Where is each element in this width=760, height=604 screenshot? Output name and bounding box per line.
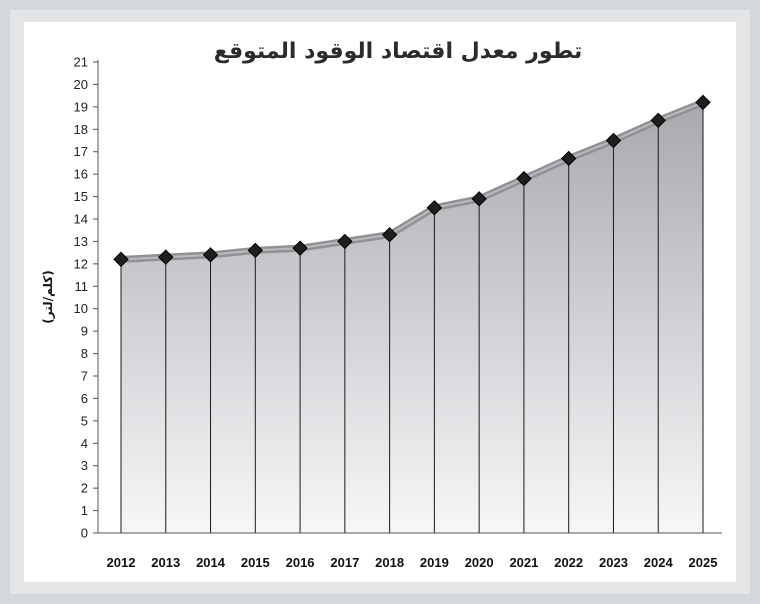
data-point-marker (471, 191, 487, 207)
x-tick-label: 2019 (420, 555, 449, 570)
y-tick-label: 5 (81, 413, 88, 428)
y-tick-label: 7 (81, 369, 88, 384)
y-tick-label: 15 (74, 189, 88, 204)
chart-title: تطور معدل اقتصاد الوقود المتوقع (214, 39, 583, 64)
y-tick-label: 11 (75, 279, 89, 294)
x-tick-label: 2016 (286, 555, 315, 570)
y-axis-label: (كلم/لتر) (41, 270, 55, 324)
data-point-marker (560, 150, 577, 167)
y-tick-label: 0 (81, 526, 88, 541)
x-tick-label: 2012 (107, 555, 136, 570)
y-tick-label: 1 (81, 503, 88, 518)
y-tick-label: 3 (81, 458, 88, 473)
y-tick-label: 20 (74, 77, 88, 92)
x-tick-label: 2020 (465, 555, 494, 570)
x-tick-label: 2013 (151, 555, 180, 570)
x-tick-label: 2021 (509, 555, 538, 570)
x-tick-label: 2014 (196, 555, 226, 570)
data-point-marker (650, 112, 666, 129)
y-tick-label: 19 (74, 99, 88, 114)
area-fill (121, 102, 703, 533)
x-tick-label: 2015 (241, 555, 270, 570)
y-tick-label: 9 (81, 324, 88, 339)
y-tick-label: 14 (74, 212, 88, 227)
x-tick-label: 2025 (689, 555, 718, 570)
y-tick-label: 10 (74, 301, 88, 316)
data-point-marker (605, 132, 622, 149)
y-tick-label: 12 (74, 256, 88, 271)
data-point-marker (695, 94, 711, 111)
data-point-marker (158, 249, 174, 265)
x-tick-label: 2022 (554, 555, 583, 570)
data-point-marker (247, 242, 264, 259)
y-tick-label: 2 (81, 481, 88, 496)
data-point-marker (381, 226, 398, 243)
x-tick-label: 2017 (330, 555, 359, 570)
y-tick-label: 8 (81, 346, 88, 361)
y-tick-label: 21 (74, 55, 88, 70)
data-point-marker (113, 251, 129, 268)
x-tick-label: 2024 (644, 555, 674, 570)
data-point-marker (516, 170, 532, 187)
y-tick-label: 18 (74, 122, 88, 137)
data-point-marker (202, 247, 219, 263)
data-point-marker (337, 233, 353, 250)
data-point-marker (292, 240, 308, 256)
data-point-marker (426, 200, 443, 216)
series-line (120, 101, 704, 261)
y-tick-label: 16 (74, 167, 88, 182)
y-tick-label: 4 (81, 436, 88, 451)
y-tick-label: 13 (74, 234, 88, 249)
x-tick-label: 2023 (599, 555, 628, 570)
x-tick-label: 2018 (375, 555, 404, 570)
y-tick-label: 17 (74, 144, 88, 159)
y-tick-label: 6 (81, 391, 88, 406)
